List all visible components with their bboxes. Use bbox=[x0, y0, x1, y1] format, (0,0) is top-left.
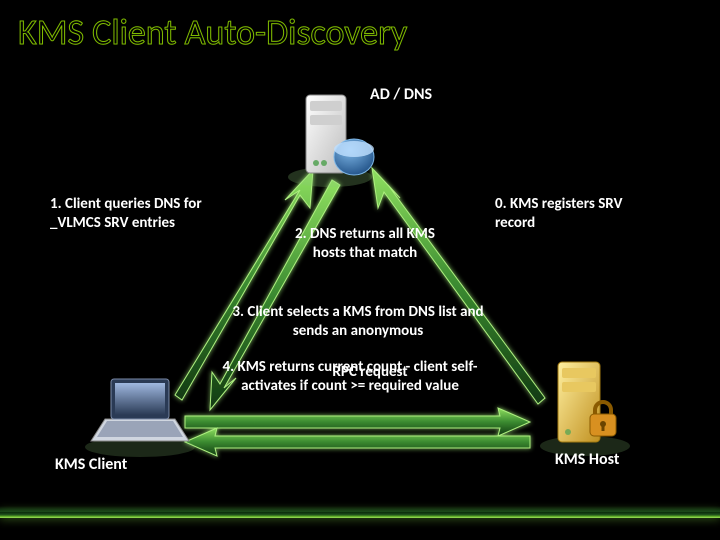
label-step3: 3. Client selects a KMS from DNS list an… bbox=[218, 303, 498, 341]
label-rpc: RPC request bbox=[300, 363, 440, 382]
footer-bar bbox=[0, 512, 720, 518]
label-kms-client: KMS Client bbox=[55, 455, 127, 475]
label-step1: 1. Client queries DNS for _VLMCS SRV ent… bbox=[50, 195, 230, 233]
label-step2: 2. DNS returns all KMS hosts that match bbox=[290, 225, 440, 263]
arrow-step4 bbox=[185, 428, 530, 456]
label-kms-host: KMS Host bbox=[555, 450, 619, 470]
kms-host-icon bbox=[540, 362, 630, 456]
slide-title: KMS Client Auto-Discovery bbox=[18, 10, 407, 54]
arrow-step3 bbox=[185, 408, 530, 436]
label-ad-dns: AD / DNS bbox=[370, 85, 432, 105]
addns-server-icon bbox=[288, 95, 374, 187]
label-step0: 0. KMS registers SRV record bbox=[495, 195, 655, 233]
